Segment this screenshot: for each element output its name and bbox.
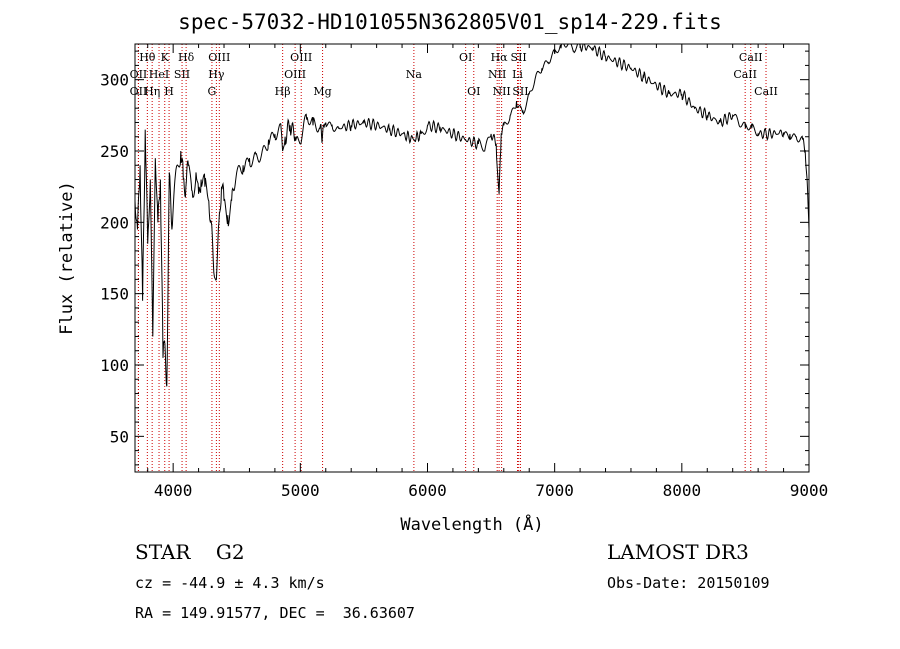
y-tick-label-0: 50 [110, 427, 129, 446]
x-tick-label-5: 9000 [790, 481, 829, 500]
line-label-6: Hα [491, 51, 509, 64]
line-label-17: OII [130, 85, 148, 98]
line-label-1: K [161, 51, 170, 64]
line-markers [137, 44, 767, 472]
line-label-16: CaII [733, 68, 757, 81]
obs-date-text: Obs-Date: 20150109 [607, 574, 770, 592]
y-tick-label-1: 100 [100, 356, 129, 375]
y-axis-label: Flux (relative) [57, 181, 77, 335]
line-label-3: OIII [208, 51, 230, 64]
series-layer [134, 43, 810, 387]
line-label-9: OII [130, 68, 148, 81]
y-tick-label-5: 300 [100, 71, 129, 90]
line-label-19: H [164, 85, 174, 98]
line-label-18: Hη [144, 85, 160, 98]
flux-line [134, 43, 810, 387]
line-label-27: CaII [754, 85, 778, 98]
line-label-26: SII [512, 85, 528, 98]
line-label-4: OIII [290, 51, 312, 64]
line-label-21: Hβ [275, 85, 291, 98]
line-label-20: G [208, 85, 217, 98]
redshift-text: cz = -44.9 ± 4.3 km/s [135, 574, 325, 592]
y-tick-label-2: 150 [100, 285, 129, 304]
x-tick-label-0: 4000 [154, 481, 193, 500]
x-axis-label: Wavelength (Å) [400, 513, 543, 535]
line-label-7: SII [511, 51, 527, 64]
line-label-0: Hθ [139, 51, 156, 64]
line-label-13: OIII [284, 68, 306, 81]
survey-name: LAMOST DR3 [607, 540, 749, 564]
line-label-25: NII [492, 85, 510, 98]
object-class: STAR G2 [135, 540, 245, 564]
line-label-5: OI [459, 51, 472, 64]
line-label-2: Hδ [178, 51, 195, 64]
line-label-11: SII [174, 68, 190, 81]
line-label-10: HeI [149, 68, 169, 81]
coordinates-text: RA = 149.91577, DEC = 36.63607 [135, 604, 415, 622]
line-label-12: Hγ [208, 68, 225, 81]
x-tick-label-4: 8000 [663, 481, 702, 500]
axis-ticks: 4000 5000 6000 7000 8000 9000 50 100 150 200 250 30… [100, 44, 828, 500]
line-label-23: Na [406, 68, 423, 81]
line-label-8: CaII [739, 51, 763, 64]
x-tick-label-1: 5000 [281, 481, 320, 500]
line-label-22: Mg [313, 85, 331, 98]
x-tick-label-3: 7000 [535, 481, 574, 500]
chart-title: spec-57032-HD101055N362805V01_sp14-229.f… [178, 10, 722, 34]
line-label-15: Li [512, 68, 523, 81]
y-tick-label-4: 250 [100, 142, 129, 161]
plot-frame [134, 43, 810, 473]
y-tick-label-3: 200 [100, 213, 129, 232]
x-tick-label-2: 6000 [408, 481, 447, 500]
line-label-24: OI [467, 85, 480, 98]
line-label-14: NII [488, 68, 506, 81]
